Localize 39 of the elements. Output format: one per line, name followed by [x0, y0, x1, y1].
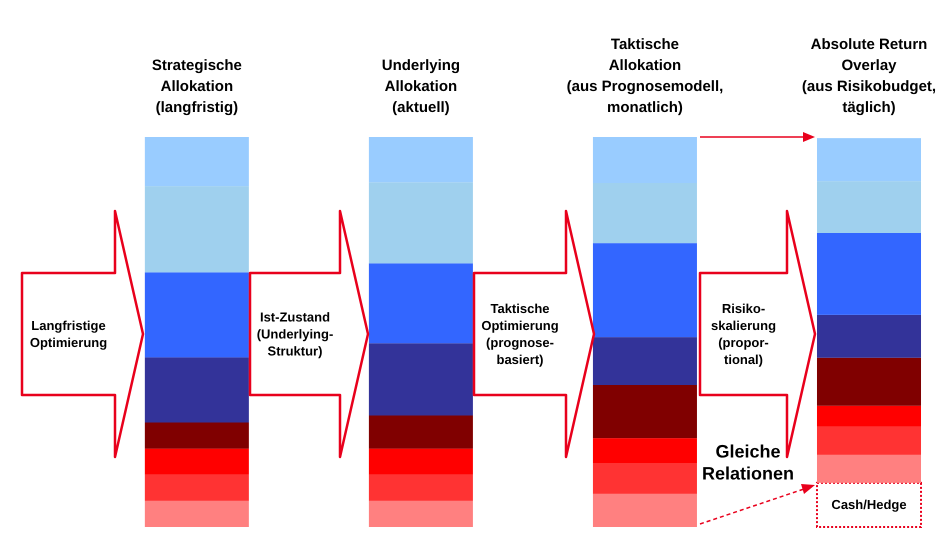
bar	[368, 182, 473, 264]
bar	[144, 474, 249, 501]
bar	[816, 181, 922, 233]
series-label: Cash/Hedge	[831, 496, 907, 512]
bar	[144, 422, 249, 449]
bar	[816, 426, 922, 455]
bar	[368, 137, 473, 182]
bar	[816, 138, 922, 182]
bar	[592, 183, 697, 244]
annotation: Risiko- skalierung (propor- tional)	[710, 301, 776, 368]
x-tick-label: Absolute Return Overlay (aus Risikobudget, täglich)	[802, 36, 936, 116]
x-tick-label: Taktische Allokation (aus Prognosemodell, monatlich)	[566, 36, 724, 116]
bar	[816, 406, 922, 427]
bar	[144, 448, 249, 475]
bar	[592, 385, 697, 438]
bar	[368, 415, 473, 449]
annotation: Taktische Optimierung (prognose- basiert)	[481, 301, 559, 368]
x-tick-label: Underlying Allokation (aktuell)	[382, 57, 460, 116]
x-tick-label: Strategische Allokation (langfristig)	[152, 57, 242, 116]
bar	[816, 358, 922, 406]
annotation: Langfristige Optimierung	[30, 318, 108, 350]
bar	[592, 494, 697, 527]
bar	[368, 263, 473, 344]
bar	[144, 500, 249, 527]
bar	[592, 137, 697, 184]
bar	[368, 474, 473, 501]
bar	[816, 454, 922, 483]
bar	[368, 448, 473, 475]
bar	[592, 438, 697, 464]
bar	[144, 137, 249, 186]
bar	[368, 343, 473, 416]
bar	[592, 337, 697, 386]
annotation: Ist-Zustand (Underlying- Struktur)	[256, 310, 334, 359]
bar	[592, 463, 697, 494]
annotation: Gleiche Relationen	[702, 441, 794, 484]
bar	[144, 357, 249, 422]
bar	[816, 314, 922, 358]
bar	[816, 482, 922, 528]
bar	[368, 500, 473, 527]
